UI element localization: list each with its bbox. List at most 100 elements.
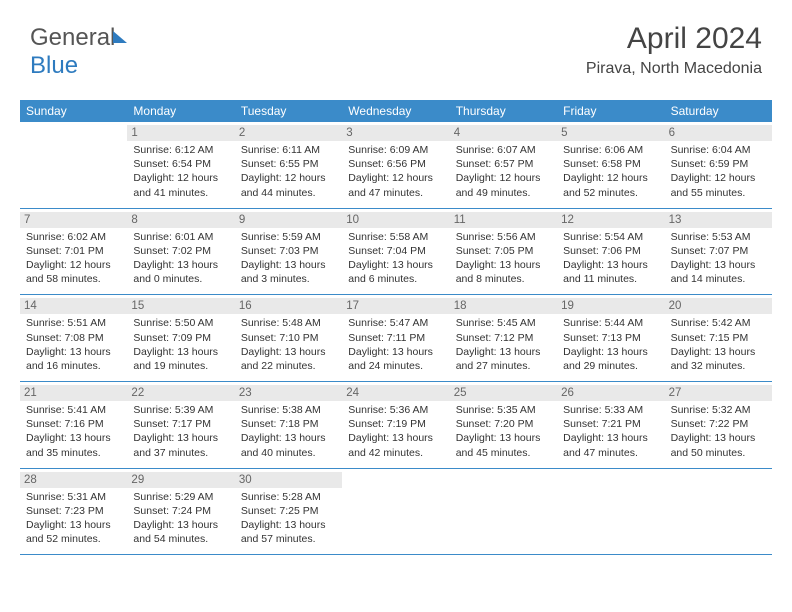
day-details: Sunrise: 5:29 AMSunset: 7:24 PMDaylight:… [133,490,228,547]
day-header: Wednesday [342,100,449,122]
calendar-cell: 12 Sunrise: 5:54 AMSunset: 7:06 PMDayligh… [557,209,664,295]
day-details: Sunrise: 5:39 AMSunset: 7:17 PMDaylight:… [133,403,228,460]
day-header: Saturday [665,100,772,122]
day-details: Sunrise: 5:51 AMSunset: 7:08 PMDaylight:… [26,316,121,373]
day-number: 24 [342,385,449,401]
calendar-cell: 11 Sunrise: 5:56 AMSunset: 7:05 PMDayligh… [450,209,557,295]
calendar-cell: 7 Sunrise: 6:02 AMSunset: 7:01 PMDaylight… [20,209,127,295]
calendar-cell: 19 Sunrise: 5:44 AMSunset: 7:13 PMDayligh… [557,295,664,381]
day-details: Sunrise: 5:50 AMSunset: 7:09 PMDaylight:… [133,316,228,373]
calendar-cell: 29 Sunrise: 5:29 AMSunset: 7:24 PMDayligh… [127,469,234,555]
day-number: 10 [342,212,449,228]
day-details: Sunrise: 6:02 AMSunset: 7:01 PMDaylight:… [26,230,121,287]
day-number: 20 [665,298,772,314]
day-number: 13 [665,212,772,228]
day-details: Sunrise: 5:47 AMSunset: 7:11 PMDaylight:… [348,316,443,373]
day-number: 2 [235,125,342,141]
calendar-cell: 21Sunrise: 5:41 AMSunset: 7:16 PMDayligh… [20,382,127,468]
day-number: 18 [450,298,557,314]
day-header: Friday [557,100,664,122]
calendar-cell: 28 Sunrise: 5:31 AMSunset: 7:23 PMDayligh… [20,469,127,555]
day-number: 15 [127,298,234,314]
day-details: Sunrise: 5:42 AMSunset: 7:15 PMDaylight:… [671,316,766,373]
calendar-cell: 3Sunrise: 6:09 AMSunset: 6:56 PMDaylight… [342,122,449,208]
day-details: Sunrise: 6:07 AMSunset: 6:57 PMDaylight:… [456,143,551,200]
day-number: 30 [235,472,342,488]
calendar-cell [557,469,664,555]
calendar-week: 1 Sunrise: 6:12 AMSunset: 6:54 PMDaylight… [20,122,772,209]
day-details: Sunrise: 5:33 AMSunset: 7:21 PMDaylight:… [563,403,658,460]
day-details: Sunrise: 5:59 AMSunset: 7:03 PMDaylight:… [241,230,336,287]
calendar-cell: 24 Sunrise: 5:36 AMSunset: 7:19 PMDayligh… [342,382,449,468]
brand-logo: General Blue [30,24,127,80]
day-number: 29 [127,472,234,488]
day-number: 27 [665,385,772,401]
day-number: 21 [20,385,127,401]
day-details: Sunrise: 5:38 AMSunset: 7:18 PMDaylight:… [241,403,336,460]
day-number: 14 [20,298,127,314]
day-details: Sunrise: 5:31 AMSunset: 7:23 PMDaylight:… [26,490,121,547]
day-details: Sunrise: 5:44 AMSunset: 7:13 PMDaylight:… [563,316,658,373]
calendar-cell: 27Sunrise: 5:32 AMSunset: 7:22 PMDayligh… [665,382,772,468]
brand-part1: General [30,24,115,51]
calendar-cell [450,469,557,555]
calendar-cell: 22 Sunrise: 5:39 AMSunset: 7:17 PMDayligh… [127,382,234,468]
calendar-week: 14 Sunrise: 5:51 AMSunset: 7:08 PMDayligh… [20,295,772,382]
day-number: 19 [557,298,664,314]
brand-part2: Blue [30,52,78,79]
day-details: Sunrise: 6:06 AMSunset: 6:58 PMDaylight:… [563,143,658,200]
day-details: Sunrise: 5:58 AMSunset: 7:04 PMDaylight:… [348,230,443,287]
calendar-cell: 10 Sunrise: 5:58 AMSunset: 7:04 PMDayligh… [342,209,449,295]
calendar-week: 7 Sunrise: 6:02 AMSunset: 7:01 PMDaylight… [20,209,772,296]
day-number: 12 [557,212,664,228]
calendar-cell: 8Sunrise: 6:01 AMSunset: 7:02 PMDaylight… [127,209,234,295]
calendar-cell: 14 Sunrise: 5:51 AMSunset: 7:08 PMDayligh… [20,295,127,381]
calendar-cell [20,122,127,208]
calendar-cell: 26 Sunrise: 5:33 AMSunset: 7:21 PMDayligh… [557,382,664,468]
calendar-cell: 25 Sunrise: 5:35 AMSunset: 7:20 PMDayligh… [450,382,557,468]
calendar-cell: 9Sunrise: 5:59 AMSunset: 7:03 PMDaylight… [235,209,342,295]
day-details: Sunrise: 5:48 AMSunset: 7:10 PMDaylight:… [241,316,336,373]
day-details: Sunrise: 5:45 AMSunset: 7:12 PMDaylight:… [456,316,551,373]
day-number: 16 [235,298,342,314]
calendar-cell: 2Sunrise: 6:11 AMSunset: 6:55 PMDaylight… [235,122,342,208]
calendar-cell: 20 Sunrise: 5:42 AMSunset: 7:15 PMDayligh… [665,295,772,381]
day-number: 5 [557,125,664,141]
day-header: Monday [127,100,234,122]
day-number: 28 [20,472,127,488]
day-number: 11 [450,212,557,228]
day-number: 25 [450,385,557,401]
day-number: 22 [127,385,234,401]
day-number: 4 [450,125,557,141]
day-number: 26 [557,385,664,401]
calendar-cell: 15 Sunrise: 5:50 AMSunset: 7:09 PMDayligh… [127,295,234,381]
logo-triangle-icon [113,31,127,43]
day-details: Sunrise: 5:36 AMSunset: 7:19 PMDaylight:… [348,403,443,460]
day-details: Sunrise: 5:53 AMSunset: 7:07 PMDaylight:… [671,230,766,287]
calendar-cell: 18 Sunrise: 5:45 AMSunset: 7:12 PMDayligh… [450,295,557,381]
calendar-cell: 23 Sunrise: 5:38 AMSunset: 7:18 PMDayligh… [235,382,342,468]
calendar-cell: 30 Sunrise: 5:28 AMSunset: 7:25 PMDayligh… [235,469,342,555]
day-details: Sunrise: 5:56 AMSunset: 7:05 PMDaylight:… [456,230,551,287]
day-details: Sunrise: 5:28 AMSunset: 7:25 PMDaylight:… [241,490,336,547]
page-title: April 2024 [586,22,762,56]
page-header: April 2024 Pirava, North Macedonia [586,22,762,78]
day-number: 6 [665,125,772,141]
days-header-row: Sunday Monday Tuesday Wednesday Thursday… [20,100,772,122]
calendar-cell: 4 Sunrise: 6:07 AMSunset: 6:57 PMDaylight… [450,122,557,208]
calendar-cell: 1 Sunrise: 6:12 AMSunset: 6:54 PMDaylight… [127,122,234,208]
calendar-cell: 16 Sunrise: 5:48 AMSunset: 7:10 PMDayligh… [235,295,342,381]
day-number: 3 [342,125,449,141]
day-number: 7 [20,212,127,228]
day-header: Sunday [20,100,127,122]
day-details: Sunrise: 6:01 AMSunset: 7:02 PMDaylight:… [133,230,228,287]
calendar-cell: 13 Sunrise: 5:53 AMSunset: 7:07 PMDayligh… [665,209,772,295]
calendar-cell [665,469,772,555]
day-header: Thursday [450,100,557,122]
day-details: Sunrise: 6:12 AMSunset: 6:54 PMDaylight:… [133,143,228,200]
day-number: 1 [127,125,234,141]
day-details: Sunrise: 5:35 AMSunset: 7:20 PMDaylight:… [456,403,551,460]
day-number: 23 [235,385,342,401]
calendar-week: 21Sunrise: 5:41 AMSunset: 7:16 PMDayligh… [20,382,772,469]
day-details: Sunrise: 5:54 AMSunset: 7:06 PMDaylight:… [563,230,658,287]
